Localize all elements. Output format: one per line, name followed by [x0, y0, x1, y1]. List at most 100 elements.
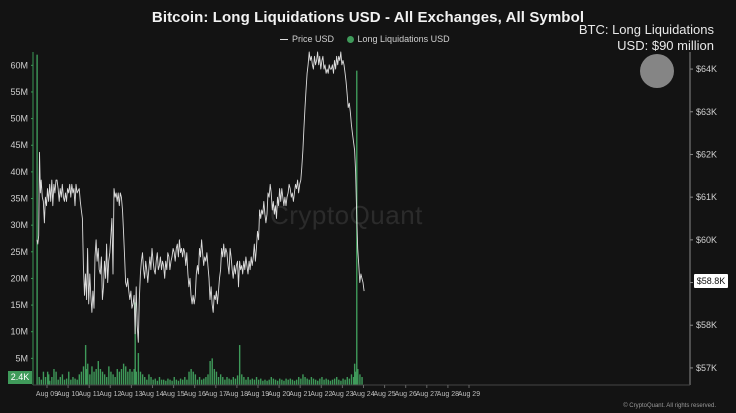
liquidation-bar — [238, 345, 241, 385]
liquidation-bar — [310, 377, 313, 385]
liquidation-bar — [348, 378, 351, 385]
line-swatch-icon — [280, 39, 288, 41]
liquidation-bar — [287, 379, 289, 385]
liquidation-bar — [304, 377, 306, 385]
annotation-highlight-circle — [640, 54, 674, 88]
liquidation-bar — [112, 374, 114, 385]
liquidation-bar — [131, 371, 133, 385]
liquidation-bar — [268, 379, 270, 385]
liquidation-bar — [122, 363, 125, 385]
liquidation-bar — [44, 377, 47, 385]
liquidation-bar — [281, 379, 283, 385]
liquidation-bar — [357, 369, 359, 385]
liquidation-bar — [217, 377, 220, 385]
liquidation-bar — [272, 378, 275, 385]
liquidation-bar — [215, 371, 218, 385]
liquidation-bar — [141, 374, 144, 385]
left-tick-label: 60M — [10, 60, 28, 70]
liquidation-bar — [70, 379, 72, 385]
liquidation-bar — [135, 371, 137, 385]
liquidation-bar — [331, 379, 334, 385]
left-tick-label: 50M — [10, 114, 28, 124]
x-tick-label: Aug 15 — [163, 391, 185, 398]
liquidation-bar — [266, 380, 268, 385]
liquidation-bar — [276, 380, 279, 385]
liquidation-bar — [93, 371, 95, 385]
liquidation-bar — [63, 379, 66, 385]
liquidation-bar — [118, 371, 121, 385]
left-tick-label: 10M — [10, 327, 28, 337]
liquidation-bar — [51, 377, 53, 385]
x-tick-label: Aug 29 — [458, 391, 480, 398]
liquidation-bar — [236, 375, 239, 385]
liquidation-bar — [55, 371, 57, 385]
liquidation-bar — [154, 378, 156, 385]
liquidation-bar — [295, 379, 298, 385]
liquidation-bar — [59, 377, 62, 385]
liquidation-bar — [108, 366, 110, 385]
liquidation-bar — [344, 379, 346, 385]
left-tick-label: 20M — [10, 273, 28, 283]
liquidation-bar — [95, 369, 97, 385]
liquidation-bar — [306, 378, 308, 385]
liquidation-bar — [213, 369, 216, 385]
x-tick-label: Aug 26 — [395, 391, 417, 398]
liquidation-bar — [40, 379, 43, 385]
liquidation-bar — [57, 379, 59, 385]
liquidation-bar — [300, 378, 302, 385]
right-tick-label: $61K — [696, 192, 717, 202]
liquidation-bar — [82, 366, 85, 385]
liquidation-bar — [255, 377, 258, 385]
liquidation-bar — [84, 345, 87, 385]
legend-item-price[interactable]: Price USD — [280, 34, 334, 44]
left-tick-label: 40M — [10, 167, 28, 177]
liquidation-bar — [291, 379, 294, 385]
liquidation-bar — [38, 377, 40, 385]
liquidation-bar — [171, 380, 173, 385]
legend-label-liquidations: Long Liquidations USD — [357, 34, 450, 44]
liquidation-bar — [317, 380, 319, 385]
chart-legend: Price USD Long Liquidations USD — [280, 34, 460, 44]
liquidation-bar — [241, 374, 243, 385]
liquidation-bar — [279, 378, 281, 385]
liquidation-bar — [99, 369, 102, 385]
legend-item-liquidations[interactable]: Long Liquidations USD — [346, 34, 450, 44]
x-tick-label: Aug 09 — [36, 391, 58, 398]
left-tick-label: 55M — [10, 87, 28, 97]
liquidation-bar — [200, 379, 203, 385]
left-tick-label: 5M — [15, 353, 28, 363]
liquidation-bar — [196, 379, 199, 385]
current-price-badge: $58.8K — [694, 274, 728, 288]
liquidation-bar — [247, 377, 249, 385]
liquidation-bar — [243, 377, 245, 385]
x-tick-label: Aug 21 — [289, 391, 311, 398]
liquidation-bar — [194, 374, 197, 385]
liquidation-bar — [61, 374, 64, 385]
left-tick-label: 35M — [10, 194, 28, 204]
x-tick-label: Aug 23 — [331, 391, 353, 398]
liquidation-bar — [42, 371, 45, 385]
liquidation-bar — [253, 379, 256, 385]
liquidation-bar — [184, 377, 186, 385]
liquidation-bar — [114, 377, 116, 385]
liquidation-bar — [293, 380, 296, 385]
liquidation-bar — [150, 377, 152, 385]
current-liquidation-badge: 2.4K — [8, 371, 32, 384]
x-tick-label: Aug 11 — [78, 391, 100, 398]
liquidation-bar — [298, 377, 300, 385]
liquidation-bar — [260, 378, 262, 385]
liquidation-bar — [274, 379, 277, 385]
liquidation-bar — [283, 380, 285, 385]
liquidation-bar — [329, 380, 332, 385]
liquidation-bar — [333, 378, 336, 385]
liquidation-bar — [342, 378, 344, 385]
left-tick-label: 25M — [10, 247, 28, 257]
liquidation-bar — [207, 374, 209, 385]
liquidation-bar — [101, 371, 104, 385]
liquidation-bar — [87, 363, 89, 385]
liquidation-bar — [352, 377, 355, 385]
liquidation-bar — [48, 374, 50, 385]
liquidation-bar — [163, 379, 165, 385]
liquidation-bar — [222, 377, 224, 385]
